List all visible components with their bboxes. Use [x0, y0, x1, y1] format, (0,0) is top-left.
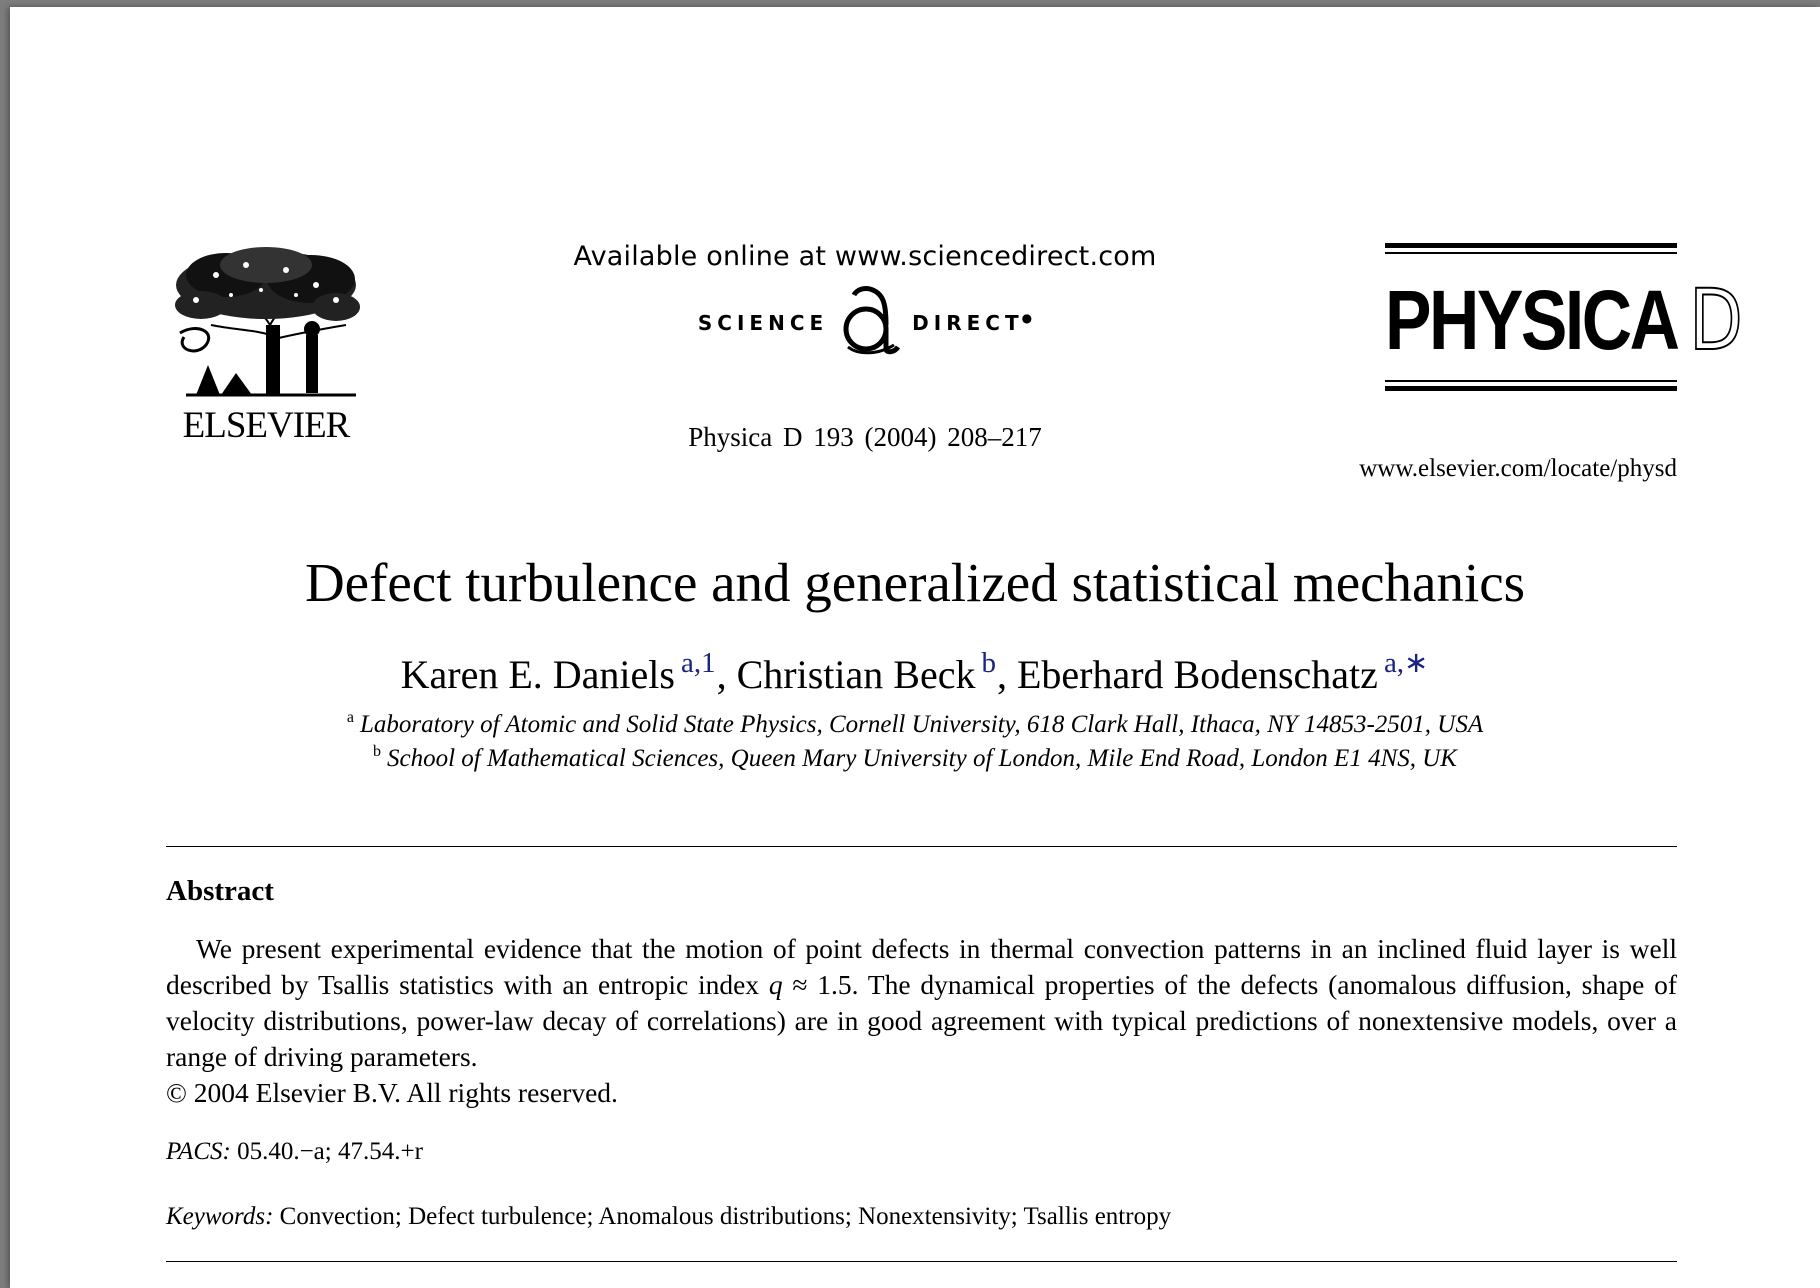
keywords-line: Keywords: Convection; Defect turbulence;… — [166, 1203, 1171, 1231]
author-list: Karen E. Daniels a,1, Christian Beck b, Eb… — [400, 647, 1429, 697]
paper-title: Defect turbulence and generalized statis… — [304, 552, 1526, 613]
copyright-notice: © 2004 Elsevier B.V. All rights reserved… — [166, 1077, 618, 1108]
elsevier-tree-icon — [175, 247, 360, 397]
sciencedirect-logo: SCIENCE DIRECT ● — [440, 285, 1290, 361]
affiliation-b: b School of Mathematical Sciences, Queen … — [10, 743, 1820, 773]
keywords-value: Convection; Defect turbulence; Anomalous… — [279, 1203, 1172, 1230]
keywords-label: Keywords: — [166, 1203, 274, 1230]
elsevier-wordmark: ELSEVIER — [182, 405, 351, 446]
pacs-value: 05.40.−a; 47.54.+r — [237, 1138, 423, 1165]
journal-url-link[interactable]: www.elsevier.com/locate/physd — [1359, 455, 1677, 482]
pacs-line: PACS: 05.40.−a; 47.54.+r — [166, 1138, 423, 1166]
affiliation-a: a Laboratory of Atomic and Solid State Ph… — [10, 709, 1820, 739]
paper-page: ELSEVIER Available online at www.science… — [10, 7, 1820, 1288]
elsevier-logo: ELSEVIER — [166, 245, 366, 444]
author-affiliation-mark[interactable]: a,∗ — [1383, 647, 1429, 679]
abstract-text-part1: We present experimental evidence that th… — [166, 933, 1677, 1000]
author-name: Eberhard Bodenschatz — [1016, 652, 1378, 697]
abstract-bottom-divider — [166, 1261, 1677, 1262]
affiliation-mark: b — [373, 743, 381, 760]
affiliation-text: Laboratory of Atomic and Solid State Phy… — [360, 711, 1484, 738]
sciencedirect-right-word: DIRECT — [912, 311, 1024, 335]
sciencedirect-left-word: SCIENCE — [697, 311, 829, 335]
entropic-index-symbol: q — [768, 969, 783, 1000]
journal-citation: Physica D 193 (2004) 208–217 — [688, 422, 1042, 452]
abstract-heading: Abstract — [166, 875, 274, 907]
pacs-label: PACS: — [166, 1138, 231, 1165]
sciencedirect-at-icon — [834, 285, 906, 362]
author-affiliation-mark[interactable]: b — [981, 647, 996, 679]
affiliation-text: School of Mathematical Sciences, Queen M… — [387, 745, 1457, 772]
physica-bottom-rule — [1385, 380, 1677, 391]
registered-mark-icon: ● — [1021, 311, 1033, 325]
physica-title: PHYSICA — [1385, 273, 1680, 367]
available-online-text: Available online at www.sciencedirect.co… — [573, 241, 1157, 272]
author-name: Karen E. Daniels — [400, 652, 675, 697]
affiliation-mark: a — [346, 709, 354, 726]
abstract-body: We present experimental evidence that th… — [166, 931, 1677, 1075]
physica-letter: D — [1688, 271, 1743, 369]
abstract-text-part2: ≈ 1.5. The dynamical properties of the d… — [166, 969, 1677, 1072]
physica-d-logo: PHYSICA D — [1385, 243, 1744, 391]
physica-top-rule — [1385, 243, 1677, 254]
physica-wordmark: PHYSICA D — [1385, 277, 1744, 363]
abstract-top-divider — [166, 846, 1677, 847]
author-affiliation-mark[interactable]: a,1 — [680, 647, 716, 679]
author-name: Christian Beck — [736, 652, 976, 697]
